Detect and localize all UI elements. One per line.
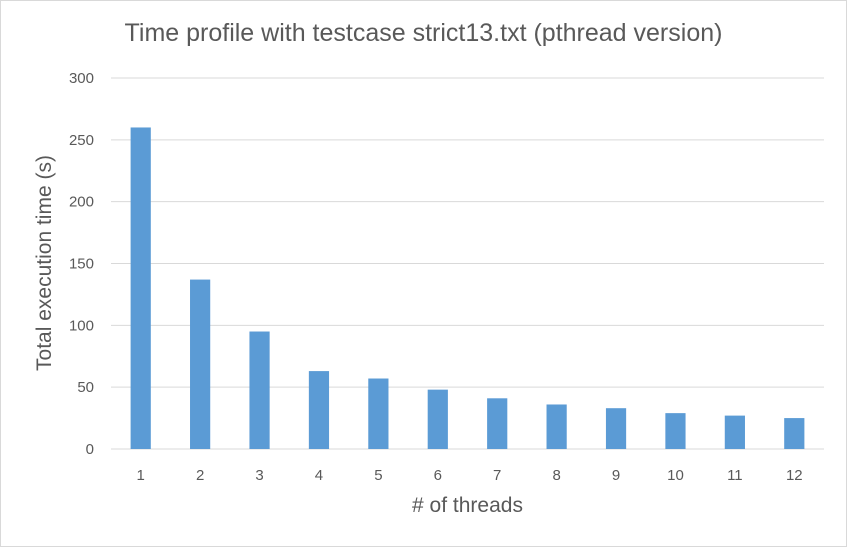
x-tick-label: 8	[552, 467, 560, 484]
bar-4	[309, 371, 329, 449]
y-tick-label: 0	[86, 441, 94, 458]
x-tick-label: 3	[255, 467, 263, 484]
x-tick-label: 11	[727, 467, 743, 484]
x-tick-label: 5	[374, 467, 382, 484]
bar-12	[784, 418, 804, 449]
y-tick-label: 100	[69, 317, 94, 334]
x-tick-label: 4	[315, 467, 323, 484]
x-tick-label: 7	[493, 467, 501, 484]
bar-8	[547, 404, 567, 449]
bar-1	[131, 127, 151, 449]
y-tick-label: 150	[69, 256, 94, 273]
bar-10	[665, 413, 685, 449]
y-tick-label: 50	[77, 379, 94, 396]
bar-5	[368, 379, 388, 449]
bar-7	[487, 398, 507, 449]
y-tick-label: 250	[69, 132, 94, 149]
bar-9	[606, 408, 626, 449]
bar-series	[131, 127, 805, 449]
y-tick-label: 300	[69, 70, 94, 87]
bar-3	[249, 332, 269, 449]
x-tick-label: 9	[612, 467, 620, 484]
gridlines	[111, 78, 824, 449]
x-tick-label: 6	[434, 467, 442, 484]
y-tick-label: 200	[69, 194, 94, 211]
bar-6	[428, 390, 448, 449]
x-tick-label: 2	[196, 467, 204, 484]
bar-2	[190, 280, 210, 449]
bar-11	[725, 416, 745, 449]
x-tick-label: 12	[786, 467, 803, 484]
y-tick-labels: 0 50 100 150 200 250 300	[69, 70, 94, 458]
x-tick-label: 1	[137, 467, 145, 484]
x-tick-labels: 1 2 3 4 5 6 7 8 9 10 11 12	[137, 467, 803, 484]
x-tick-label: 10	[667, 467, 684, 484]
